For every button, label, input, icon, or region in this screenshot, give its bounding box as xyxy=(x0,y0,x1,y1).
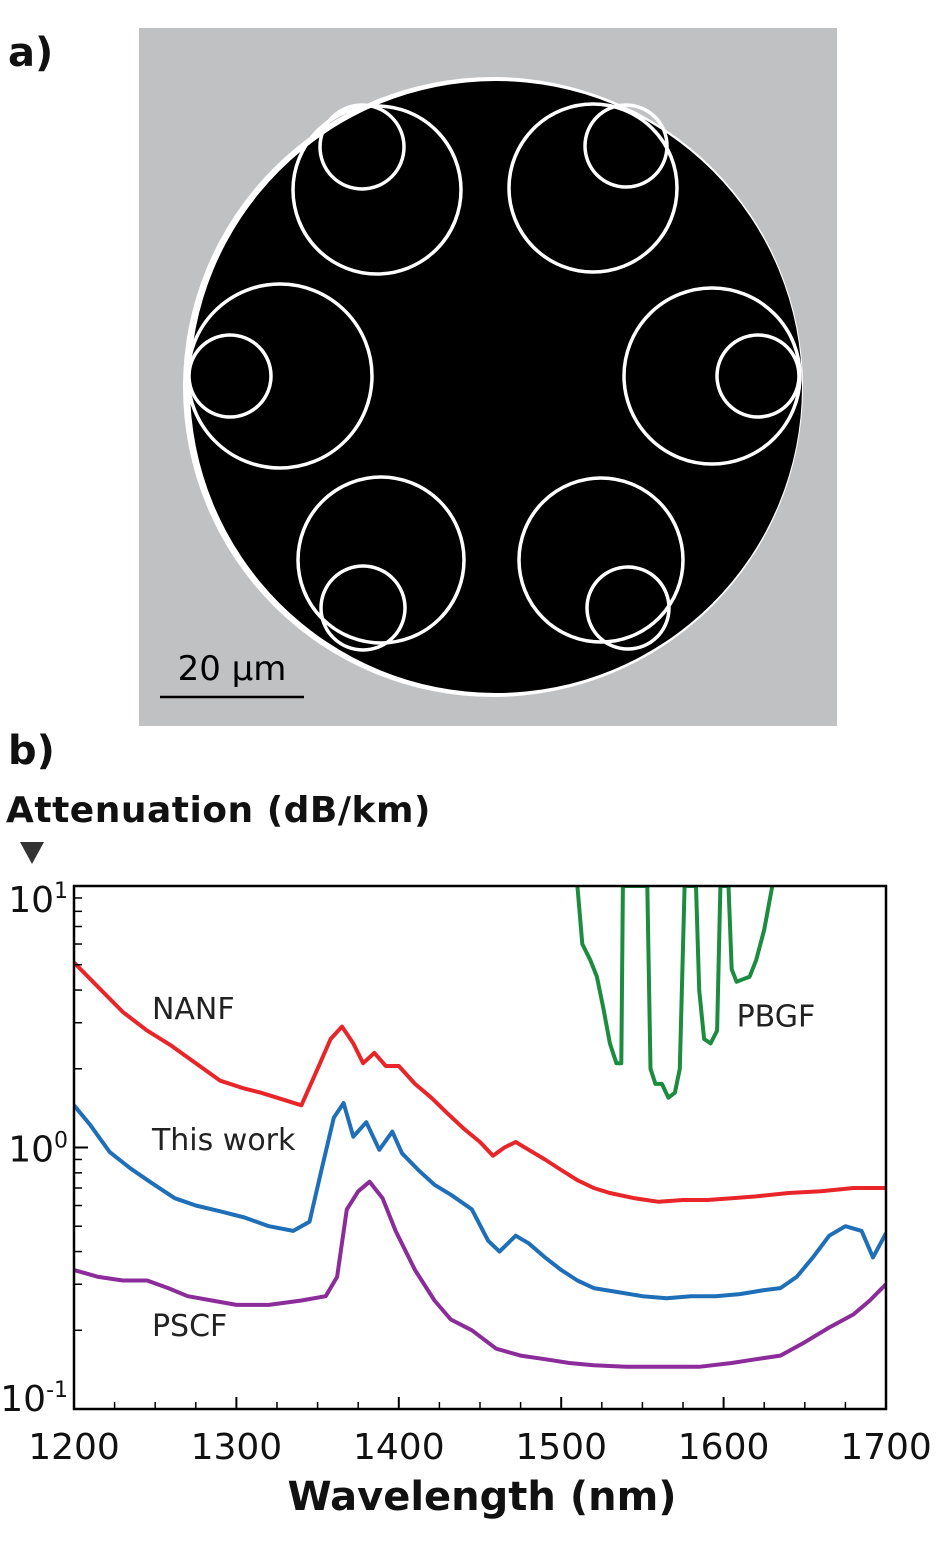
series-label-this-work: This work xyxy=(151,1123,296,1158)
y-axis-title: Attenuation (dB/km) xyxy=(6,790,431,831)
series-label-pscf: PSCF xyxy=(152,1309,227,1344)
series-line-pscf xyxy=(74,1179,886,1369)
outer-tube-2 xyxy=(507,102,679,274)
panel-a-label: a) xyxy=(8,30,54,76)
nested-tube-6 xyxy=(585,565,671,651)
nested-tube-5 xyxy=(319,564,407,652)
hollow-core xyxy=(190,81,802,693)
x-tick-label: 1700 xyxy=(840,1427,932,1468)
nested-tube-2 xyxy=(583,103,669,189)
antiresonant-tubes xyxy=(186,102,802,652)
series-label-nanf: NANF xyxy=(152,992,235,1027)
nested-tube-1 xyxy=(318,103,406,191)
series-layer: NANF This work PSCF PBGF xyxy=(74,886,886,1369)
y-tick-label: 10-1 xyxy=(0,1378,68,1420)
series-line-this-work xyxy=(74,1101,886,1301)
outer-tube-6 xyxy=(517,476,685,644)
x-tick-label: 1500 xyxy=(515,1427,607,1468)
nested-tube-3 xyxy=(187,333,273,419)
x-tick-label: 1300 xyxy=(191,1427,283,1468)
y-tick-label: 101 xyxy=(8,879,68,921)
series-label-pbgf: PBGF xyxy=(737,1000,816,1035)
fiber-cross-section: 20 μm xyxy=(139,28,837,726)
y-tick-label: 100 xyxy=(8,1129,68,1171)
x-tick-label: 1600 xyxy=(678,1427,770,1468)
x-tick-label: 1400 xyxy=(353,1427,445,1468)
scale-bar-label: 20 μm xyxy=(178,649,287,689)
ticks-layer: 1200 1300 1400 1500 1600 1700 10-1 100 101 xyxy=(0,879,932,1468)
x-axis-title: Wavelength (nm) xyxy=(287,1474,676,1520)
x-tick-label: 1200 xyxy=(28,1427,120,1468)
panel-b-label: b) xyxy=(8,728,55,774)
nested-tube-4 xyxy=(715,333,801,419)
y-axis-arrow-icon xyxy=(20,842,44,864)
series-line-pbgf xyxy=(575,886,775,1100)
outer-tube-5 xyxy=(296,475,466,645)
series-line-nanf xyxy=(74,961,886,1204)
